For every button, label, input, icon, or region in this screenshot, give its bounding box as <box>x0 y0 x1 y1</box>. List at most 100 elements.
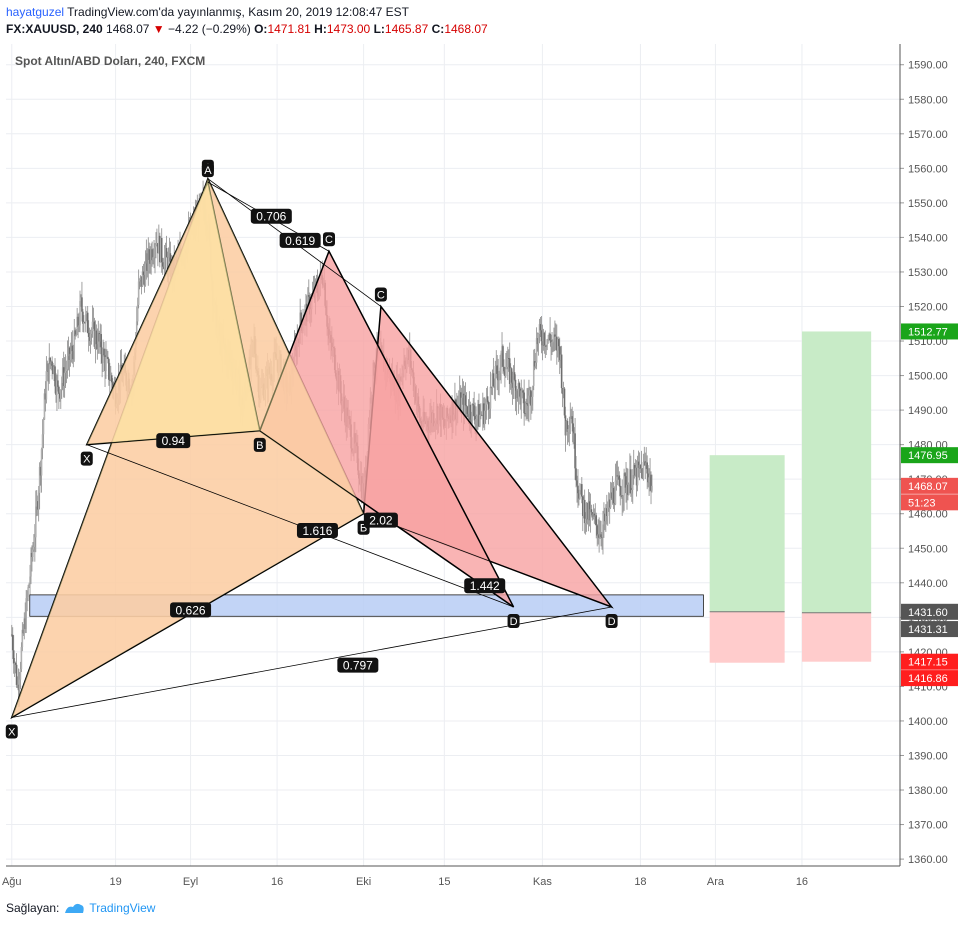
candle-body <box>95 330 98 345</box>
point-label: D <box>608 616 616 628</box>
footer-brand[interactable]: TradingView <box>89 901 156 915</box>
candle-body <box>568 428 571 430</box>
candle-body <box>488 408 491 410</box>
x-tick-label: 18 <box>634 876 646 888</box>
chart-title: Spot Altın/ABD Doları, 240, FXCM <box>15 54 205 68</box>
candle-body <box>559 354 562 361</box>
candle-body <box>615 475 618 481</box>
candle-body <box>504 371 506 376</box>
candle-body <box>34 537 36 547</box>
candle-body <box>530 390 532 406</box>
y-tick-label: 1580.00 <box>908 94 948 106</box>
candle-body <box>586 502 589 520</box>
candle-body <box>523 392 525 414</box>
high-label: H: <box>314 22 327 36</box>
candle-body <box>64 370 67 373</box>
candle-body <box>475 419 477 425</box>
price-chart[interactable]: XABCD0.6260.7061.6160.797XABCD0.940.6192… <box>0 0 964 890</box>
candle-body <box>585 502 588 519</box>
candle-body <box>104 355 106 372</box>
author-link[interactable]: hayatguzel <box>6 5 65 19</box>
candle-body <box>598 534 600 538</box>
candle-body <box>153 256 155 258</box>
candle-body <box>27 587 29 598</box>
candle-body <box>467 414 470 418</box>
price-tag-label: 1476.95 <box>908 450 948 462</box>
price-tag <box>901 670 958 687</box>
candle-body <box>635 467 638 486</box>
candle-body <box>478 403 480 427</box>
candle-body <box>613 503 616 505</box>
candle-body <box>616 475 619 477</box>
candle-body <box>147 249 150 271</box>
candle-body <box>606 507 609 516</box>
point-label: C <box>325 234 333 246</box>
x-tick-label: 19 <box>109 876 121 888</box>
candle-body <box>529 390 531 396</box>
harmonic-overlay <box>86 182 260 445</box>
candle-body <box>102 348 104 363</box>
candle-body <box>137 281 140 305</box>
x-tick-label: Ara <box>707 876 725 888</box>
candle-body <box>77 316 79 327</box>
candle-body <box>161 262 164 267</box>
candle-body <box>154 247 156 257</box>
candle-body <box>556 336 558 351</box>
candle-body <box>621 495 623 499</box>
candle-body <box>520 390 523 405</box>
published-text: TradingView.com'da yayınlanmış, Kasım 20… <box>67 5 409 19</box>
x-tick-label: Eyl <box>183 876 198 888</box>
candle-body <box>46 363 49 372</box>
candle-body <box>555 336 557 338</box>
price-tag <box>901 494 958 511</box>
candle-body <box>68 347 71 360</box>
candle-body <box>11 634 14 651</box>
candle-body <box>581 484 583 497</box>
y-tick-label: 1440.00 <box>908 578 948 590</box>
candle-body <box>22 629 25 634</box>
candle-body <box>141 271 144 287</box>
candle-body <box>611 487 614 499</box>
candle-body <box>637 461 640 468</box>
high-value: 1473.00 <box>326 22 371 36</box>
point-badge <box>507 613 520 628</box>
price-tag-label: 1431.31 <box>908 624 948 636</box>
candle-body <box>599 534 601 538</box>
candle-body <box>494 366 497 388</box>
candle-body <box>518 383 521 389</box>
candle-body <box>57 380 59 387</box>
close-label: C: <box>431 22 445 36</box>
candle-body <box>52 365 54 375</box>
candle-body <box>571 416 573 424</box>
candle-body <box>51 361 53 366</box>
candle-body <box>96 344 99 349</box>
point-badge <box>201 163 214 178</box>
y-tick-label: 1460.00 <box>908 509 948 521</box>
candle-body <box>63 372 66 387</box>
candle-body <box>107 356 109 360</box>
profit-zone <box>709 455 785 612</box>
candle-body <box>495 365 498 367</box>
chart-header: hayatguzel TradingView.com'da yayınlanmı… <box>6 4 488 38</box>
ratio-badge <box>250 208 292 224</box>
candle-body <box>45 371 48 400</box>
price-tag-label: 1468.07 <box>908 481 948 493</box>
candle-body <box>493 386 496 388</box>
candle-body <box>39 466 42 476</box>
candle-body <box>62 367 65 387</box>
candle-body <box>651 485 653 491</box>
candle-body <box>600 534 602 538</box>
candle-body <box>17 684 20 691</box>
candle-body <box>566 420 569 432</box>
candle-body <box>482 403 484 415</box>
low-value: 1465.87 <box>384 22 429 36</box>
candle-body <box>50 361 52 365</box>
candle-body <box>491 373 494 389</box>
candle-body <box>466 406 469 415</box>
candle-body <box>562 388 565 395</box>
candle-body <box>498 372 500 381</box>
candle-body <box>160 238 163 263</box>
candle-body <box>582 499 585 516</box>
candle-body <box>136 304 139 322</box>
candle-body <box>556 339 559 351</box>
